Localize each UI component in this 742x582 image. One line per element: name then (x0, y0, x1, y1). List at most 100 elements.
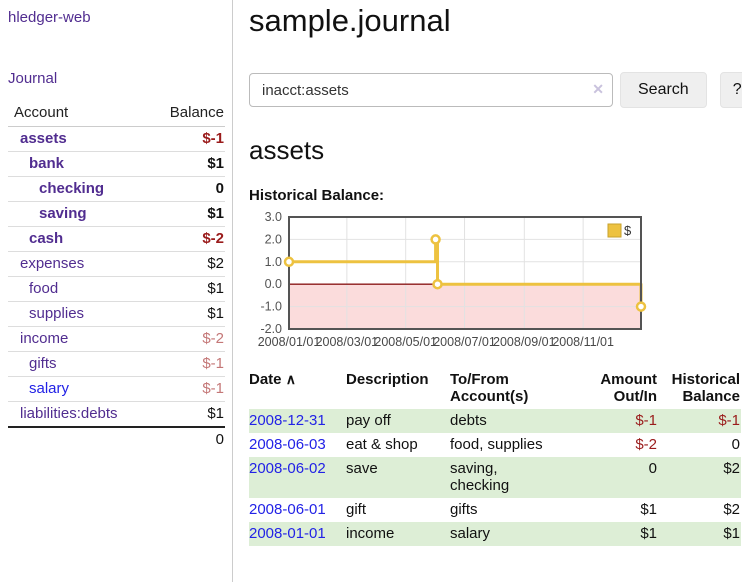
register-row: 2008-01-01incomesalary$1$1 (249, 522, 741, 546)
svg-text:2008/01/01: 2008/01/01 (258, 335, 321, 349)
register-table: Date ∧ Description To/From Account(s) Am… (249, 369, 741, 546)
account-balance: $1 (147, 302, 225, 327)
transaction-balance: 0 (658, 433, 741, 457)
account-balance: $-2 (147, 327, 225, 352)
transaction-balance: $2 (658, 457, 741, 498)
transaction-amount: $1 (586, 498, 658, 522)
transaction-description: eat & shop (346, 433, 450, 457)
transaction-date-link[interactable]: 2008-06-02 (249, 460, 326, 477)
accounts-table: Account Balance assets $-1 bank $1 checking 0… (8, 101, 225, 452)
account-row: assets $-1 (8, 127, 225, 152)
brand-link[interactable]: hledger-web (8, 9, 91, 26)
svg-text:-2.0: -2.0 (260, 322, 282, 336)
svg-text:3.0: 3.0 (265, 211, 282, 224)
main-content: sample.journal ✕ Search ? assets Histori… (233, 0, 741, 582)
transaction-amount: $-2 (586, 433, 658, 457)
column-header-description: Description (346, 369, 450, 409)
transaction-amount: $1 (586, 522, 658, 546)
account-link[interactable]: expenses (20, 255, 84, 272)
search-input[interactable] (249, 73, 613, 107)
sidebar: hledger-web Journal Account Balance asse… (0, 0, 233, 582)
account-row: income $-2 (8, 327, 225, 352)
account-balance: $-1 (147, 127, 225, 152)
account-row: liabilities:debts $1 (8, 402, 225, 428)
account-row: checking 0 (8, 177, 225, 202)
transaction-accounts: debts (450, 409, 586, 433)
account-balance: $1 (147, 402, 225, 428)
account-balance: $-2 (147, 227, 225, 252)
svg-text:2008/07/01: 2008/07/01 (433, 335, 496, 349)
account-link[interactable]: bank (29, 155, 64, 172)
account-row: bank $1 (8, 152, 225, 177)
search-bar: ✕ Search ? (249, 72, 741, 108)
transaction-date-link[interactable]: 2008-06-03 (249, 436, 326, 453)
svg-text:$: $ (624, 223, 632, 238)
clear-search-icon[interactable]: ✕ (592, 81, 604, 98)
column-header-balance: Historical Balance (658, 369, 741, 409)
account-balance: $2 (147, 252, 225, 277)
transaction-description: gift (346, 498, 450, 522)
account-balance: $1 (147, 277, 225, 302)
help-button[interactable]: ? (720, 72, 742, 108)
transaction-description: save (346, 457, 450, 498)
account-link[interactable]: liabilities:debts (20, 405, 118, 422)
account-link[interactable]: checking (39, 180, 104, 197)
account-link[interactable]: income (20, 330, 68, 347)
transaction-description: pay off (346, 409, 450, 433)
account-link[interactable]: saving (39, 205, 87, 222)
account-row: expenses $2 (8, 252, 225, 277)
account-link[interactable]: salary (29, 380, 69, 397)
account-link[interactable]: assets (20, 130, 67, 147)
register-row: 2008-06-03 eat & shopfood, supplies$-20 (249, 433, 741, 457)
chart-title: Historical Balance: (249, 187, 741, 204)
transaction-amount: 0 (586, 457, 658, 498)
transaction-accounts: saving, checking (450, 457, 586, 498)
transaction-accounts: salary (450, 522, 586, 546)
register-row: 2008-06-01 giftgifts$1$2 (249, 498, 741, 522)
accounts-header-balance: Balance (147, 101, 225, 127)
svg-text:2008/03/01: 2008/03/01 (316, 335, 379, 349)
sidebar-journal-link[interactable]: Journal (8, 70, 57, 87)
transaction-date-link[interactable]: 2008-06-01 (249, 501, 326, 518)
transaction-amount: $-1 (586, 409, 658, 433)
register-row: 2008-06-02 savesaving, checking0$2 (249, 457, 741, 498)
column-header-date[interactable]: Date ∧ (249, 369, 346, 409)
account-link[interactable]: gifts (29, 355, 57, 372)
app-window: hledger-web Journal Account Balance asse… (0, 0, 742, 582)
account-link[interactable]: cash (29, 230, 63, 247)
transaction-accounts: food, supplies (450, 433, 586, 457)
account-row: supplies $1 (8, 302, 225, 327)
register-header-row: Date ∧ Description To/From Account(s) Am… (249, 369, 741, 409)
accounts-total-balance: 0 (147, 427, 225, 452)
account-balance: $-1 (147, 377, 225, 402)
svg-text:-1.0: -1.0 (260, 300, 282, 314)
transaction-date-link[interactable]: 2008-12-31 (249, 412, 326, 429)
transaction-date-link[interactable]: 2008-01-01 (249, 525, 326, 542)
accounts-total-row: 0 (8, 427, 225, 452)
svg-text:0.0: 0.0 (265, 277, 282, 291)
transaction-description: income (346, 522, 450, 546)
transaction-balance: $-1 (658, 409, 741, 433)
account-row: salary $-1 (8, 377, 225, 402)
search-button[interactable]: Search (620, 72, 707, 108)
account-balance: 0 (147, 177, 225, 202)
account-row: gifts $-1 (8, 352, 225, 377)
account-section-title: assets (249, 135, 741, 166)
account-row: food $1 (8, 277, 225, 302)
account-row: cash $-2 (8, 227, 225, 252)
transaction-accounts: gifts (450, 498, 586, 522)
column-header-amount: Amount Out/In (586, 369, 658, 409)
transaction-balance: $2 (658, 498, 741, 522)
account-balance: $1 (147, 202, 225, 227)
account-balance: $1 (147, 152, 225, 177)
page-title: sample.journal (249, 3, 741, 39)
sort-ascending-icon: ∧ (286, 371, 296, 387)
account-row: saving $1 (8, 202, 225, 227)
account-balance: $-1 (147, 352, 225, 377)
account-link[interactable]: food (29, 280, 58, 297)
svg-text:2.0: 2.0 (265, 232, 282, 246)
svg-text:2008/09/01: 2008/09/01 (493, 335, 556, 349)
accounts-header-account: Account (8, 101, 147, 127)
column-header-accounts: To/From Account(s) (450, 369, 586, 409)
account-link[interactable]: supplies (29, 305, 84, 322)
